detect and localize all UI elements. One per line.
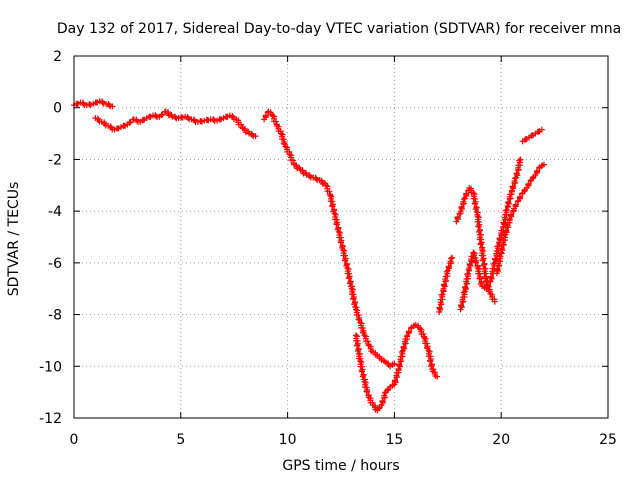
data-point: [307, 173, 313, 179]
chart-title: Day 132 of 2017, Sidereal Day-to-day VTE…: [57, 21, 621, 37]
y-tick-label: 0: [53, 101, 62, 117]
data-point: [421, 335, 427, 341]
y-tick-label: -4: [48, 204, 62, 220]
y-tick-label: -12: [39, 411, 62, 427]
x-tick-label: 5: [176, 432, 185, 448]
data-point: [249, 132, 255, 138]
data-point: [134, 118, 140, 124]
y-axis-label: SDTVAR / TECUs: [6, 182, 22, 297]
data-point: [313, 176, 319, 182]
data-point: [211, 117, 217, 123]
y-tick-label: -2: [48, 152, 62, 168]
data-point: [80, 101, 86, 107]
x-tick-label: 20: [492, 432, 510, 448]
x-tick-label: 0: [70, 432, 79, 448]
x-tick-label: 10: [279, 432, 297, 448]
data-point: [153, 113, 159, 119]
x-tick-label: 25: [599, 432, 617, 448]
data-point: [100, 99, 106, 105]
data-point: [517, 156, 523, 162]
y-tick-label: -8: [48, 308, 62, 324]
y-tick-label: -6: [48, 256, 62, 272]
y-tick-label: -10: [39, 359, 62, 375]
y-tick-label: 2: [53, 49, 62, 65]
data-point: [185, 115, 191, 121]
data-point: [106, 102, 112, 108]
x-axis-label: GPS time / hours: [282, 458, 399, 474]
data-point: [191, 118, 197, 124]
x-tick-label: 15: [385, 432, 403, 448]
